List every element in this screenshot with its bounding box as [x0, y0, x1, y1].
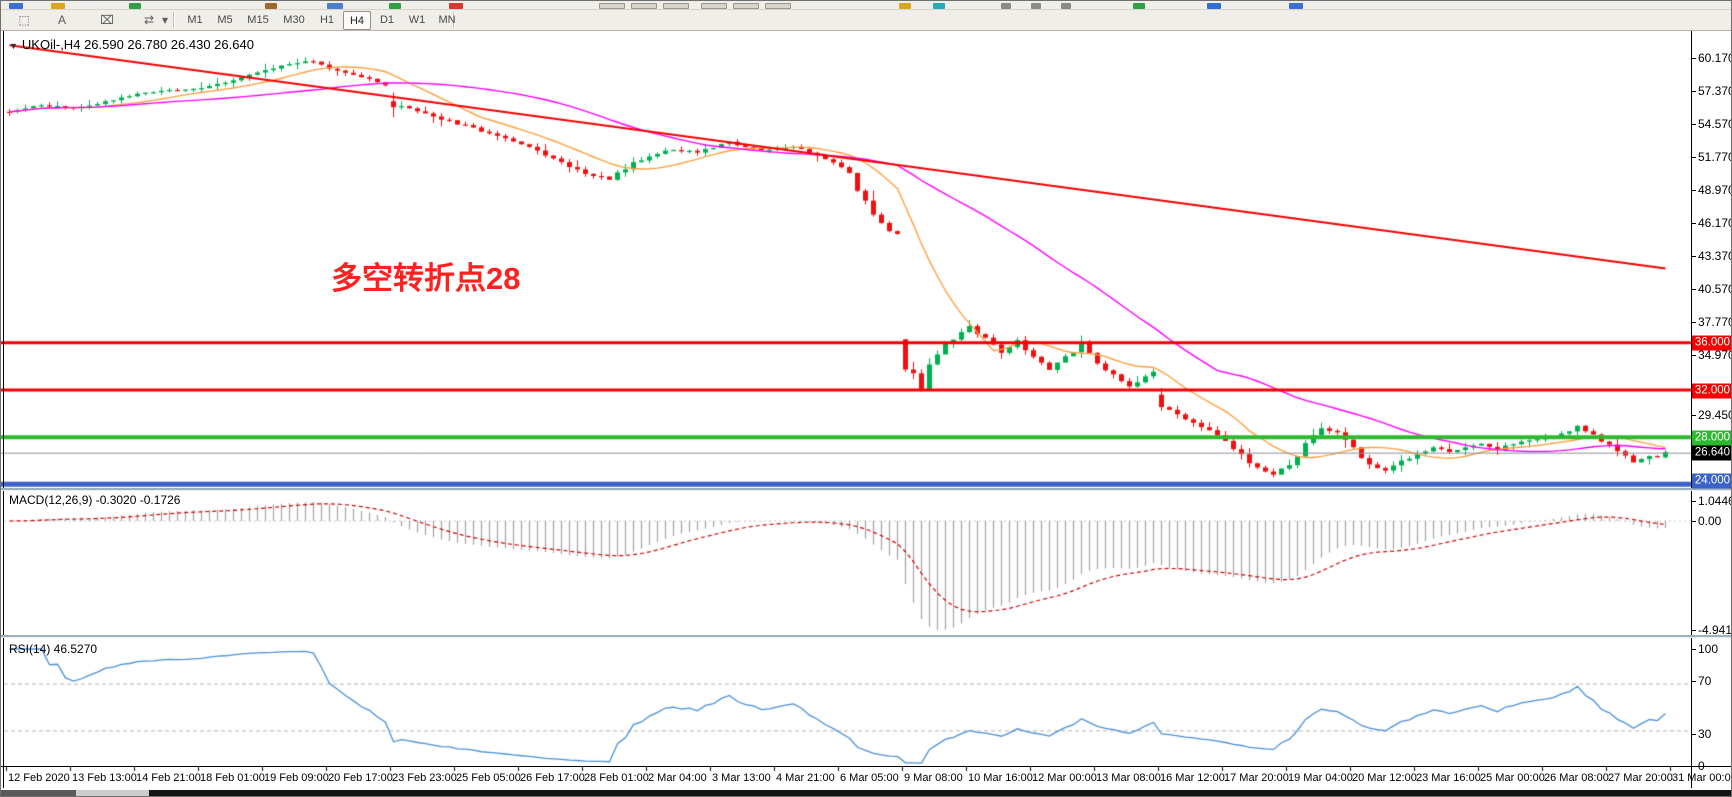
price-axis-tick: 57.370 — [1691, 84, 1731, 98]
price-level-badge: 36.000 — [1692, 335, 1731, 351]
price-axis-tick: 46.170 — [1691, 216, 1731, 230]
price-level-badge: 24.000 — [1692, 473, 1731, 489]
macd-axis-tick: 1.0446 — [1691, 494, 1731, 508]
price-axis-tick: 29.450 — [1691, 408, 1731, 422]
status-strip-segment — [1, 790, 76, 796]
time-axis-label: 18 Feb 01:00 — [200, 772, 265, 784]
price-axis-border-line — [1691, 31, 1692, 788]
time-axis-label: 14 Feb 21:00 — [136, 772, 201, 784]
time-axis-label: 20 Mar 12:00 — [1352, 772, 1417, 784]
time-axis-label: 19 Feb 09:00 — [264, 772, 329, 784]
macd-axis-tick: -4.9417 — [1691, 623, 1731, 637]
time-axis-label: 31 Mar 00:00 — [1672, 772, 1732, 784]
rsi-indicator-label: RSI(14) 46.5270 — [9, 642, 98, 656]
price-axis-tick: 34.970 — [1691, 348, 1731, 362]
time-axis-label: 16 Mar 12:00 — [1160, 772, 1225, 784]
chart-text-annotation[interactable]: 多空转折点28 — [331, 261, 521, 296]
time-axis-label: 12 Mar 00:00 — [1032, 772, 1097, 784]
time-axis-label: 10 Mar 16:00 — [968, 772, 1033, 784]
time-axis-label: 4 Mar 21:00 — [776, 772, 835, 784]
status-strip-tab[interactable] — [76, 790, 149, 796]
time-axis-label: 25 Mar 00:00 — [1480, 772, 1545, 784]
time-axis-label: 23 Feb 23:00 — [392, 772, 457, 784]
time-axis-label: 25 Feb 05:00 — [456, 772, 521, 784]
symbol-dropdown-icon[interactable]: ▼ — [9, 41, 18, 51]
macd-axis-tick: 0.00 — [1690, 514, 1722, 528]
time-axis-label: 28 Feb 01:00 — [584, 772, 649, 784]
time-axis-label: 19 Mar 04:00 — [1288, 772, 1353, 784]
time-axis-label: 3 Mar 13:00 — [712, 772, 771, 784]
rsi-axis-tick: 30 — [1690, 727, 1712, 741]
time-axis-label: 12 Feb 2020 — [8, 772, 70, 784]
time-axis-label: 6 Mar 05:00 — [840, 772, 899, 784]
time-axis-label: 23 Mar 16:00 — [1416, 772, 1481, 784]
price-axis-tick: 54.570 — [1691, 117, 1731, 131]
time-axis-border-line — [1, 766, 1731, 767]
rsi-axis-tick: 70 — [1690, 674, 1712, 688]
time-axis-label: 13 Mar 08:00 — [1096, 772, 1161, 784]
rsi-axis-tick: 0 — [1691, 759, 1705, 773]
price-axis-tick: 60.170 — [1691, 51, 1731, 65]
time-axis-label: 20 Feb 17:00 — [328, 772, 393, 784]
macd-pane-separator[interactable] — [1, 488, 1731, 491]
price-axis-tick: 43.370 — [1691, 249, 1731, 263]
price-axis-tick: 40.570 — [1691, 282, 1731, 296]
macd-indicator-label: MACD(12,26,9) -0.3020 -0.1726 — [9, 493, 181, 507]
price-axis-tick: 51.770 — [1691, 150, 1731, 164]
time-axis-label: 17 Mar 20:00 — [1224, 772, 1289, 784]
rsi-pane-separator[interactable] — [1, 635, 1731, 638]
symbol-period-label: UKOil-,H4 — [21, 37, 81, 52]
time-axis-label: 26 Mar 08:00 — [1544, 772, 1609, 784]
price-level-badge: 32.000 — [1692, 383, 1731, 399]
time-axis-label: 27 Mar 20:00 — [1608, 772, 1673, 784]
rsi-axis-tick: 100 — [1690, 642, 1719, 656]
time-axis-label: 26 Feb 17:00 — [520, 772, 585, 784]
bottom-status-strip — [1, 790, 1731, 796]
price-level-badge: 28.000 — [1692, 430, 1731, 446]
ohlc-values: 26.590 26.780 26.430 26.640 — [84, 37, 254, 52]
time-axis-label: 2 Mar 04:00 — [648, 772, 707, 784]
price-axis-tick: 48.970 — [1691, 183, 1731, 197]
time-axis-label: 13 Feb 13:00 — [72, 772, 137, 784]
price-level-badge: 26.640 — [1692, 445, 1731, 461]
left-border-line — [3, 31, 4, 788]
chart-title: ▼ UKOil-,H4 26.590 26.780 26.430 26.640 — [9, 37, 254, 52]
price-axis-tick: 37.770 — [1691, 315, 1731, 329]
time-axis-label: 9 Mar 08:00 — [904, 772, 963, 784]
